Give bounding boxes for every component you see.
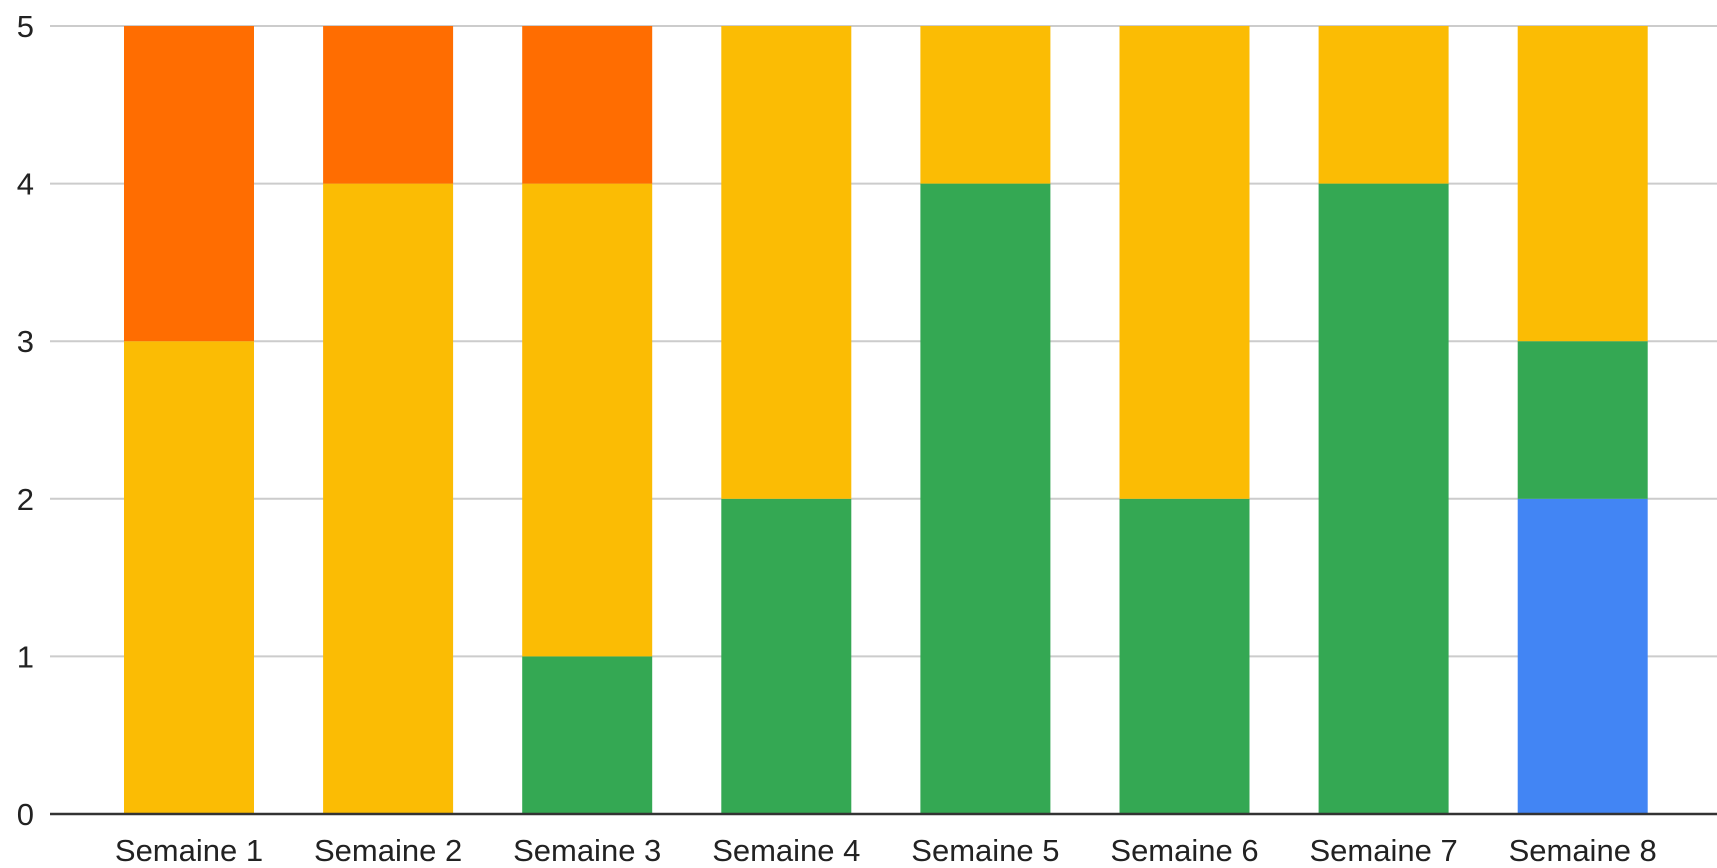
bar-segment xyxy=(323,26,454,184)
bar-segment xyxy=(522,183,653,657)
bar-segment xyxy=(1517,498,1648,814)
y-tick-label: 2 xyxy=(17,482,34,517)
bar-segment xyxy=(124,26,254,342)
bar-segment xyxy=(1119,26,1250,499)
bar-segment xyxy=(522,656,653,814)
bar-segment xyxy=(1517,341,1648,499)
x-category-label: Semaine 7 xyxy=(1309,833,1457,868)
bar-segment xyxy=(522,26,653,184)
bar-segment xyxy=(721,498,852,814)
x-category-label: Semaine 6 xyxy=(1110,833,1258,868)
bar-segment xyxy=(920,183,1051,815)
gridlines xyxy=(50,25,1717,658)
bar-segment xyxy=(124,341,254,814)
bar-segment xyxy=(1517,26,1648,342)
bar-segment xyxy=(721,26,852,499)
bar-segment xyxy=(920,26,1051,184)
y-tick-label: 3 xyxy=(17,324,34,359)
y-tick-label: 1 xyxy=(17,639,34,674)
tick-labels: 0 1 2 3 4 5 Semaine 1 Semaine 2 Semaine 3 Semaine… xyxy=(17,9,1657,868)
x-category-label: Semaine 8 xyxy=(1509,833,1657,868)
bar-segment xyxy=(1318,26,1449,184)
bar-segment xyxy=(1318,183,1449,815)
x-category-label: Semaine 2 xyxy=(314,833,462,868)
bar-segment xyxy=(323,183,454,815)
bars xyxy=(124,26,1648,815)
bar-segment xyxy=(1119,498,1250,814)
y-tick-label: 0 xyxy=(17,797,34,832)
y-tick-label: 4 xyxy=(17,167,34,202)
x-category-label: Semaine 5 xyxy=(911,833,1059,868)
x-category-label: Semaine 3 xyxy=(513,833,661,868)
x-category-label: Semaine 4 xyxy=(712,833,860,868)
x-category-label: Semaine 1 xyxy=(115,833,263,868)
y-tick-label: 5 xyxy=(17,9,34,44)
